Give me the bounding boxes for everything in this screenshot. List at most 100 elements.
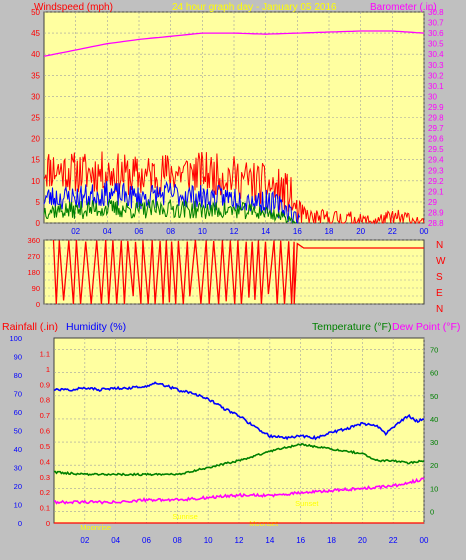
avg-wind-series-line — [43, 180, 301, 224]
baro-tick-label: 29.2 — [428, 177, 444, 186]
temperature-tick-label: 40 — [430, 415, 438, 424]
temp-humidity-series — [53, 381, 425, 524]
compass-label: N — [436, 240, 443, 251]
temperature-axis-ticks: 0 10 20 30 40 50 60 70 — [430, 346, 438, 517]
wind-x-tick-label: 04 — [103, 227, 112, 236]
baro-tick-label: 30.7 — [428, 19, 444, 28]
wind-x-tick-label: 22 — [388, 227, 397, 236]
rain-tick-label: 1 — [46, 365, 50, 374]
wind-tick-label: 15 — [31, 156, 40, 165]
compass-label: N — [436, 304, 443, 315]
direction-tick-label: 180 — [27, 268, 40, 277]
baro-tick-label: 30 — [428, 92, 437, 101]
temperature-tick-label: 10 — [430, 484, 438, 493]
humidity-tick-label: 0 — [18, 519, 22, 528]
temperature-tick-label: 50 — [430, 392, 438, 401]
baro-tick-label: 29.8 — [428, 114, 444, 123]
temp-x-tick-label: 18 — [327, 536, 336, 545]
wind-tick-label: 35 — [31, 71, 40, 80]
direction-tick-label: 360 — [27, 236, 40, 245]
compass-label: W — [436, 256, 446, 267]
wind-x-tick-label: 08 — [166, 227, 175, 236]
chart-title: 24 hour graph day - January 05 2016 — [172, 2, 337, 13]
wind-axis-ticks: 0 5 10 15 20 25 30 35 40 45 50 — [31, 8, 40, 228]
temp-x-tick-label: 20 — [358, 536, 367, 545]
baro-tick-label: 30.3 — [428, 61, 444, 70]
temp-x-tick-label: 16 — [296, 536, 305, 545]
baro-tick-label: 30.5 — [428, 40, 444, 49]
rain-tick-label: 0.2 — [40, 488, 50, 497]
rain-tick-label: 0.9 — [40, 380, 50, 389]
direction-tick-label: 0 — [36, 300, 40, 309]
gust-series-line — [43, 151, 425, 225]
baro-tick-label: 28.9 — [428, 208, 444, 217]
baro-tick-label: 30.8 — [428, 8, 444, 17]
temperature-tick-label: 0 — [430, 507, 434, 516]
temperature-label: Temperature (°F) — [312, 321, 391, 333]
baro-tick-label: 29.9 — [428, 103, 444, 112]
baro-tick-label: 29.5 — [428, 145, 444, 154]
rain-tick-label: 0.5 — [40, 442, 50, 451]
rain-tick-label: 0.3 — [40, 473, 50, 482]
direction-series-line — [52, 239, 424, 305]
humidity-tick-label: 50 — [14, 427, 22, 436]
baro-tick-label: 30.4 — [428, 50, 444, 59]
wind-x-tick-label: 10 — [198, 227, 207, 236]
rainfall-label: Rainfall (.in) — [2, 321, 58, 333]
baro-tick-label: 28.8 — [428, 219, 444, 228]
wind-tick-label: 10 — [31, 177, 40, 186]
low-wind-series-line — [43, 198, 297, 225]
humidity-series-line — [53, 381, 425, 441]
humidity-tick-label: 90 — [14, 353, 22, 362]
rain-humidity-axis-ticks: 0 10 20 30 40 50 60 70 80 90 100 0 0.1 0.2 0.3 0.4 0.5 0.… — [9, 334, 50, 528]
wind-tick-label: 50 — [31, 8, 40, 17]
baro-tick-label: 30.1 — [428, 82, 444, 91]
wind-tick-label: 0 — [36, 219, 41, 228]
direction-axis-ticks: 0 90 180 270 360 — [27, 236, 40, 309]
wind-tick-label: 40 — [31, 50, 40, 59]
temp-x-tick-label: 02 — [80, 536, 89, 545]
baro-tick-label: 29 — [428, 198, 437, 207]
humidity-tick-label: 100 — [9, 334, 22, 343]
rain-tick-label: 0.4 — [40, 457, 50, 466]
windspeed-label: Windspeed (mph) — [34, 2, 113, 13]
barometer-label: Barometer (.in) — [370, 2, 437, 13]
baro-tick-label: 29.6 — [428, 135, 444, 144]
wind-x-tick-label: 06 — [135, 227, 144, 236]
direction-tick-label: 90 — [32, 284, 40, 293]
wind-tick-label: 25 — [31, 114, 40, 123]
baro-tick-label: 30.6 — [428, 29, 444, 38]
temp-x-tick-label: 22 — [389, 536, 398, 545]
barometer-series-line — [43, 30, 425, 57]
compass-label: S — [436, 272, 443, 283]
temperature-tick-label: 70 — [430, 346, 438, 355]
temperature-tick-label: 20 — [430, 461, 438, 470]
temp-x-tick-label: 00 — [420, 536, 429, 545]
humidity-tick-label: 80 — [14, 371, 22, 380]
wind-x-tick-label: 02 — [71, 227, 80, 236]
rain-tick-label: 0.7 — [40, 411, 50, 420]
wind-x-tick-label: 12 — [230, 227, 239, 236]
humidity-tick-label: 40 — [14, 445, 22, 454]
humidity-tick-label: 30 — [14, 464, 22, 473]
rain-tick-label: 0.8 — [40, 396, 50, 405]
temp-x-tick-label: 10 — [204, 536, 213, 545]
wind-x-axis-ticks: 02 04 06 08 10 12 14 16 18 20 22 00 — [71, 227, 429, 236]
wind-x-tick-label: 00 — [420, 227, 429, 236]
baro-tick-label: 29.4 — [428, 156, 444, 165]
wind-tick-label: 20 — [31, 135, 40, 144]
baro-tick-label: 29.1 — [428, 187, 444, 196]
temperature-series-line — [53, 442, 425, 477]
baro-axis-ticks: 28.828.92929.129.229.329.429.529.629.729… — [428, 8, 444, 228]
temp-x-tick-label: 14 — [265, 536, 274, 545]
temperature-tick-label: 60 — [430, 369, 438, 378]
temp-x-axis-ticks: 02 04 06 08 10 12 14 16 18 20 22 00 — [80, 536, 429, 545]
annotation-label: Sunrise — [172, 512, 197, 521]
temp-x-tick-label: 06 — [142, 536, 151, 545]
compass-label: E — [436, 288, 443, 299]
direction-tick-label: 270 — [27, 252, 40, 261]
temperature-tick-label: 30 — [430, 438, 438, 447]
rain-tick-label: 1.1 — [40, 349, 50, 358]
humidity-tick-label: 60 — [14, 408, 22, 417]
wind-tick-label: 30 — [31, 92, 40, 101]
